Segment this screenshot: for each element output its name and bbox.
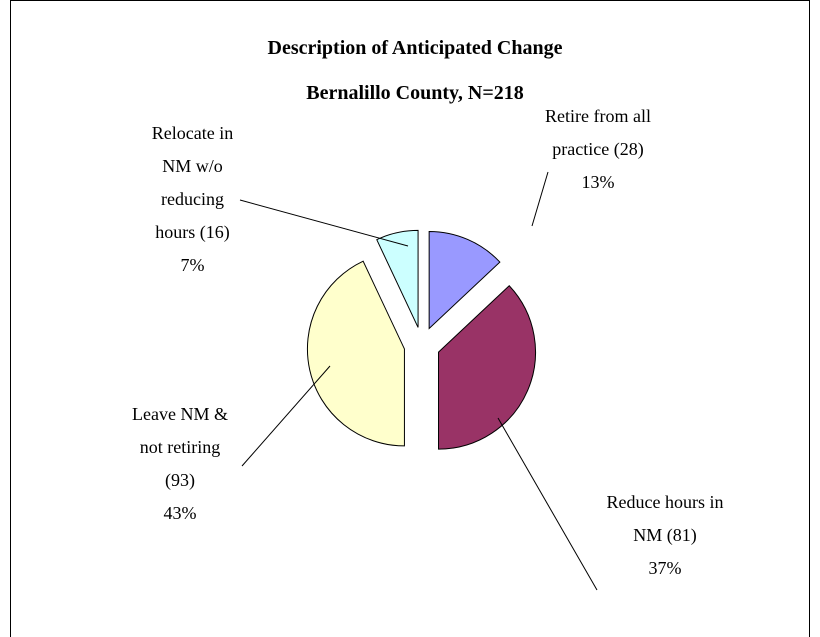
percent-label: 13%: [581, 172, 615, 192]
percent-label: 7%: [180, 255, 205, 275]
chart-frame: [10, 0, 810, 637]
percent-label: 37%: [648, 558, 682, 578]
percent-label: 43%: [163, 503, 197, 523]
slice-label: Reduce hours in NM (81) 37%: [605, 486, 725, 585]
pie: [306, 229, 537, 450]
category-label: Leave NM & not retiring: [132, 404, 228, 457]
category-label: Retire from all practice: [545, 106, 651, 159]
leader-line: [497, 417, 598, 591]
pie-slice: [376, 229, 419, 328]
count-label: (16): [199, 222, 230, 242]
chart-subtitle: Bernalillo County, N=218: [306, 82, 524, 104]
leader-line: [241, 365, 331, 467]
slice-label: Leave NM & not retiring (93) 43%: [125, 398, 235, 530]
pie-slice: [428, 230, 501, 330]
leader-line: [239, 199, 409, 247]
pie-slice: [306, 260, 405, 447]
slice-label: Relocate in NM w/o reducing hours (16) 7%: [140, 117, 245, 282]
count-label: (81): [666, 525, 697, 545]
count-label: (28): [613, 139, 644, 159]
slice-label: Retire from all practice (28) 13%: [543, 100, 653, 199]
category-label: Relocate in NM w/o reducing hours: [151, 123, 234, 242]
leader-line: [531, 171, 549, 227]
chart-title: Description of Anticipated Change: [268, 37, 563, 59]
count-label: (93): [165, 470, 195, 490]
pie-slice: [438, 285, 537, 450]
category-label: Reduce hours in NM: [606, 492, 724, 545]
